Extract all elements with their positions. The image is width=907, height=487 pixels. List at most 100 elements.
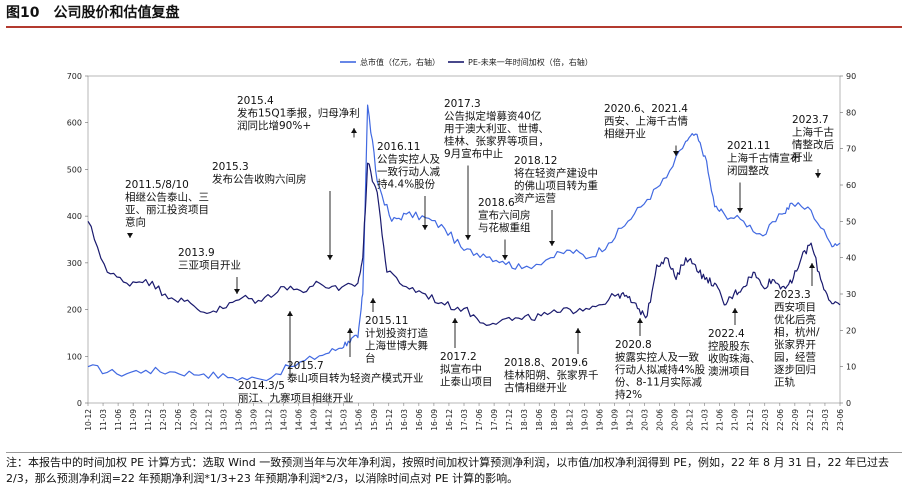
x-tick-label: 21-03 <box>701 409 710 431</box>
legend-label-0: 总市值（亿元，右轴） <box>360 57 440 67</box>
x-tick-label: 20-12 <box>686 409 695 431</box>
figure-title-text: 公司股价和估值复盘 <box>53 5 180 21</box>
annotation-text: 收购珠海、 <box>708 352 761 365</box>
x-tick-label: 16-03 <box>400 409 409 431</box>
annotation-arrowhead <box>502 255 508 260</box>
annotation-text: 公告拟定增募资40亿 <box>444 110 541 123</box>
annotation-arrowhead <box>351 128 357 133</box>
annotation-text: 三亚项目开业 <box>178 260 241 272</box>
annotation-date: 2015.11 <box>365 315 408 327</box>
x-tick-label: 21-09 <box>731 409 740 431</box>
annotation-text: 发布15Q1季报，归母净利 <box>237 107 360 120</box>
x-tick-label: 16-06 <box>415 409 424 431</box>
annotation-date: 2015.4 <box>237 95 274 107</box>
x-tick-label: 13-09 <box>249 409 258 431</box>
annotation-text: 情整改后 <box>792 138 834 151</box>
x-tick-label: 11-12 <box>144 409 153 431</box>
series-lines <box>87 104 841 382</box>
annotation-text: 古情相继开业 <box>504 381 567 394</box>
x-tick-label: 21-06 <box>716 409 725 431</box>
x-axis: 10-12 11-03 11-06 11-09 11-12 12-03 12-06 12-09… <box>84 403 845 431</box>
annotation-text: 泰山项目转为轻资产模式开业 <box>287 372 424 385</box>
right-tick-label: 60 <box>846 181 856 190</box>
legend: 总市值（亿元，右轴） PE-未来一年时间加权（倍，右轴） <box>340 57 593 67</box>
left-tick-label: 100 <box>67 352 82 361</box>
x-tick-label: 13-03 <box>219 409 228 431</box>
annotation-arrowhead <box>637 318 643 323</box>
annotation-date: 2023.3 <box>774 289 811 301</box>
annotation-arrowhead <box>234 289 240 294</box>
x-tick-label: 19-12 <box>625 409 634 431</box>
x-tick-label: 20-09 <box>671 409 680 431</box>
annotation-text: 公告实控人及 <box>377 153 440 166</box>
annotation-text: 台 <box>365 352 376 365</box>
annotation-a2017_3: 2017.3公告拟定增募资40亿用于澳大利亚、世博、桂林、张家界等项目，9月宣布… <box>444 98 549 240</box>
x-tick-label: 18-09 <box>550 409 559 431</box>
annotation-text: 亚、丽江投资项目 <box>125 203 209 216</box>
left-tick-label: 300 <box>67 259 82 268</box>
x-tick-label: 17-03 <box>460 409 469 431</box>
x-tick-label: 15-12 <box>385 409 394 431</box>
x-tick-label: 10-12 <box>84 409 93 431</box>
right-tick-label: 10 <box>846 363 856 372</box>
annotation-text: 止泰山项目 <box>440 375 493 388</box>
annotation-text: 优化后亮 <box>774 313 816 326</box>
x-tick-label: 19-03 <box>580 409 589 431</box>
annotation-date: 2020.8 <box>615 339 652 351</box>
x-tick-label: 22-12 <box>806 409 815 431</box>
x-tick-label: 20-06 <box>656 409 665 431</box>
annotation-arrowhead <box>422 225 428 230</box>
annotation-arrowhead <box>737 208 743 213</box>
left-tick-label: 0 <box>77 399 82 408</box>
annotation-text: 上海世博大舞 <box>365 339 428 352</box>
annotation-text: 润同比增90%+ <box>237 119 311 132</box>
annotation-date: 2013.9 <box>178 247 215 259</box>
annotation-text: 发布公告收购六间房 <box>212 173 307 186</box>
annotation-arrowhead <box>127 233 133 238</box>
annotation-text: 闭园整改 <box>727 164 769 177</box>
x-tick-label: 12-12 <box>204 409 213 431</box>
annotation-date: 2018.6 <box>478 197 515 209</box>
annotation-date: 2016.11 <box>377 141 420 153</box>
annotation-text: 用于澳大利亚、世博、 <box>444 122 549 135</box>
x-tick-label: 14-06 <box>295 409 304 431</box>
x-tick-label: 16-09 <box>430 409 439 431</box>
annotation-date: 2018.12 <box>514 155 557 167</box>
x-tick-label: 19-06 <box>595 409 604 431</box>
annotation-arrowhead <box>815 173 821 178</box>
right-tick-label: 50 <box>846 217 856 226</box>
x-tick-label: 12-06 <box>174 409 183 431</box>
right-tick-label: 80 <box>846 108 856 117</box>
annotation-text: 西安、上海千古情 <box>604 115 688 128</box>
annotation-text: 持2% <box>615 388 642 401</box>
annotation-arrowhead <box>452 318 458 323</box>
x-tick-label: 21-12 <box>746 409 755 431</box>
annotation-text: 园，经营 <box>774 351 816 364</box>
x-tick-label: 11-03 <box>99 409 108 431</box>
annotation-text: 一致行动人减 <box>377 165 440 178</box>
right-tick-label: 20 <box>846 326 856 335</box>
annotation-arrowhead <box>732 308 738 313</box>
right-tick-label: 0 <box>846 399 851 408</box>
annotation-date: 2015.7 <box>287 360 324 372</box>
x-tick-label: 19-09 <box>610 409 619 431</box>
annotation-text: 开业 <box>792 152 813 164</box>
right-tick-label: 90 <box>846 72 856 81</box>
left-tick-label: 400 <box>67 212 82 221</box>
annotation-text: 桂林阳朔、张家界千 <box>504 369 599 382</box>
annotation-text: 份、8-11月实际减 <box>615 376 702 389</box>
left-tick-label: 600 <box>67 119 82 128</box>
annotation-text: 相继公告泰山、三 <box>125 191 209 204</box>
x-tick-label: 13-12 <box>264 409 273 431</box>
